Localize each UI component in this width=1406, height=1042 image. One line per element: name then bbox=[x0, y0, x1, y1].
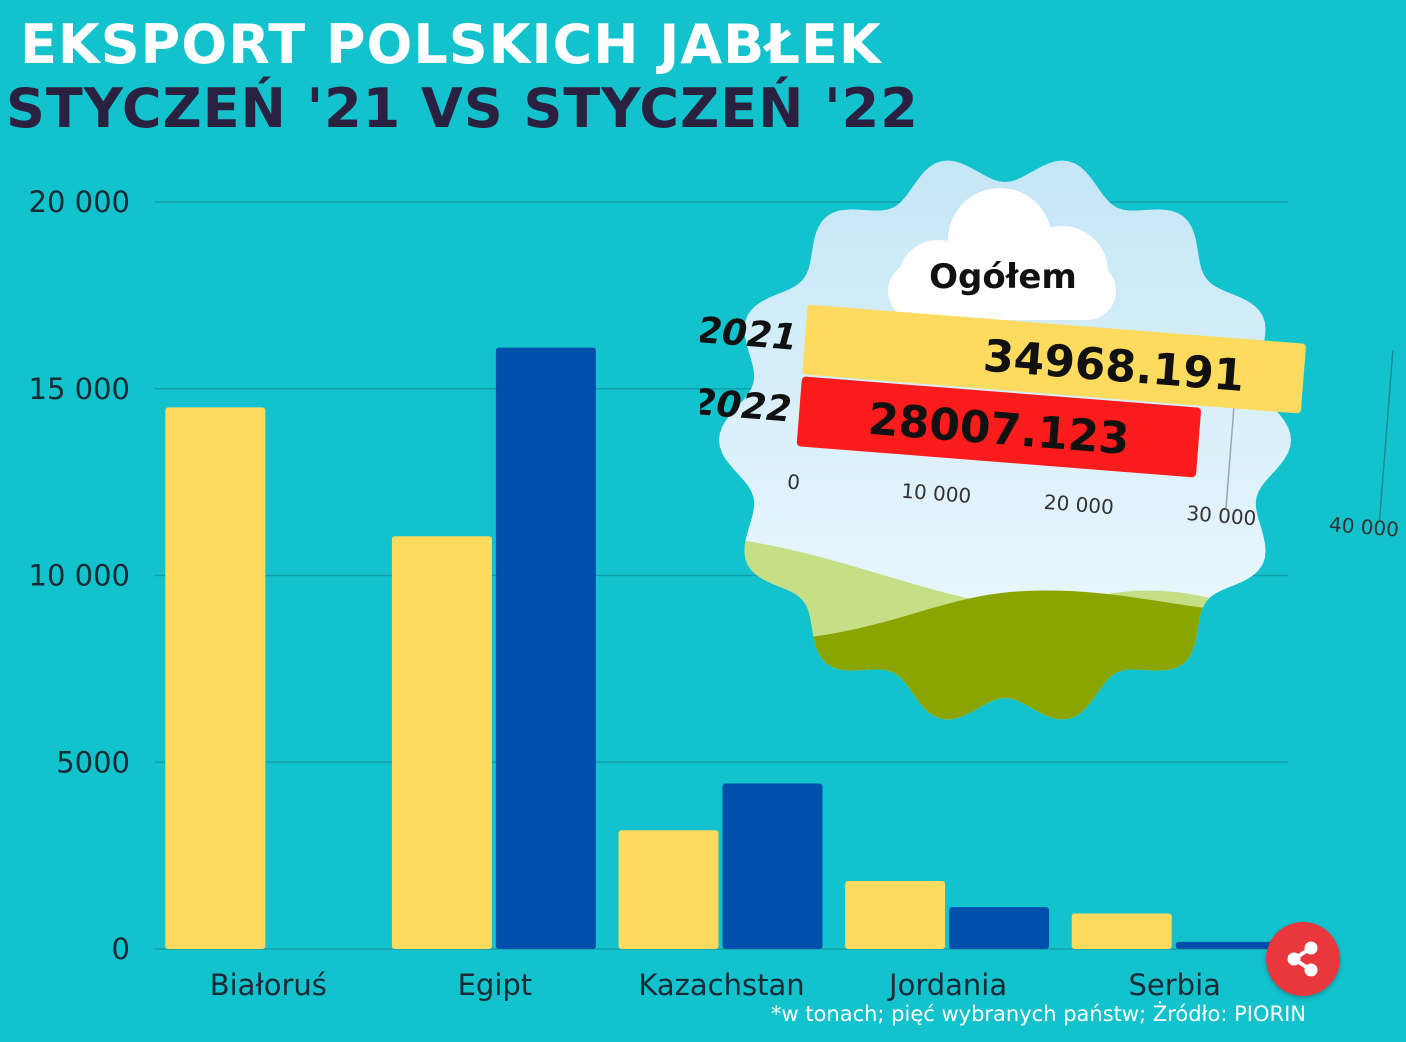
year-label: 2022 bbox=[700, 382, 793, 431]
bar bbox=[949, 907, 1050, 949]
badge-title: Ogółem bbox=[929, 257, 1077, 297]
y-tick-label: 5000 bbox=[56, 745, 130, 779]
total-bar bbox=[796, 376, 1201, 478]
badge-year-labels: 2021 2022 bbox=[700, 310, 799, 431]
bar bbox=[165, 407, 266, 949]
badge-tick-label: 0 bbox=[786, 470, 801, 495]
bar bbox=[391, 536, 492, 949]
chart-subtitle: STYCZEŃ '21 VS STYCZEŃ '22 bbox=[6, 77, 919, 140]
badge-x-ticks: 0 10 000 20 000 30 000 40 000 bbox=[786, 470, 1399, 542]
share-icon bbox=[1287, 941, 1318, 977]
badge-dark-hill bbox=[719, 590, 1260, 720]
bars bbox=[165, 347, 1276, 949]
y-tick-label: 20 000 bbox=[29, 185, 130, 219]
y-tick-label: 0 bbox=[112, 932, 130, 966]
badge-gridline bbox=[1378, 350, 1394, 521]
bar bbox=[495, 347, 596, 949]
cloud-icon bbox=[888, 188, 1116, 320]
y-tick-label: 15 000 bbox=[29, 372, 130, 406]
x-tick-label: Jordania bbox=[887, 968, 1007, 1002]
badge-tick-label: 10 000 bbox=[900, 479, 972, 508]
badge-tick-label: 20 000 bbox=[1043, 490, 1115, 519]
bar bbox=[1175, 941, 1276, 949]
y-tick-label: 10 000 bbox=[29, 559, 130, 593]
bar bbox=[618, 830, 719, 949]
bar bbox=[722, 783, 823, 949]
y-axis-ticks: 0 5000 10 000 15 000 20 000 bbox=[29, 185, 130, 966]
badge-tick-label: 30 000 bbox=[1186, 501, 1258, 530]
badge-tick-label: 40 000 bbox=[1328, 512, 1400, 541]
year-label: 2021 bbox=[700, 310, 799, 359]
share-button[interactable] bbox=[1266, 922, 1340, 996]
total-bars bbox=[796, 304, 1306, 478]
x-tick-label: Serbia bbox=[1128, 968, 1220, 1002]
x-tick-label: Białoruś bbox=[210, 968, 327, 1002]
x-tick-label: Egipt bbox=[458, 968, 533, 1002]
footnote: *w tonach; pięć wybranych państw; Żródło… bbox=[770, 1002, 1306, 1026]
total-bar bbox=[802, 304, 1306, 414]
bar bbox=[845, 881, 946, 949]
bar bbox=[1071, 913, 1172, 949]
x-tick-label: Kazachstan bbox=[638, 968, 804, 1002]
x-axis-ticks: Białoruś Egipt Kazachstan Jordania Serbia bbox=[210, 968, 1221, 1002]
chart-title: EKSPORT POLSKICH JABŁEK bbox=[20, 13, 882, 76]
